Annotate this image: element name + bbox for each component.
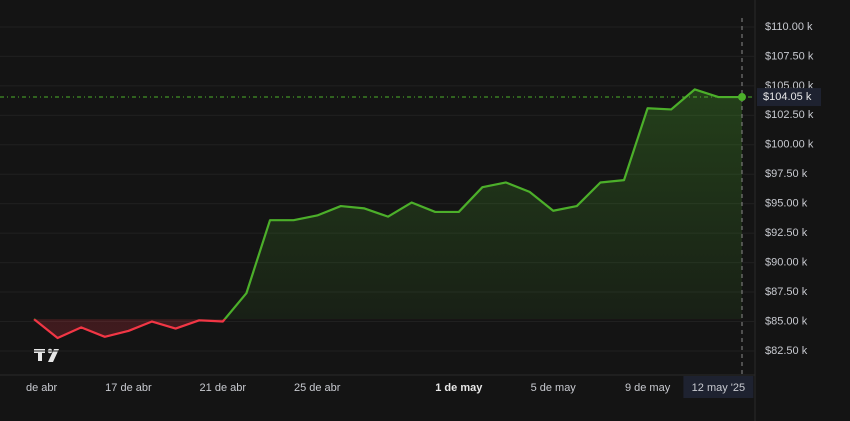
- y-tick-label: $82.50 k: [765, 345, 808, 357]
- x-tick-label: 17 de abr: [105, 382, 152, 394]
- last-price-label: $104.05 k: [763, 91, 812, 103]
- y-tick-label: $95.00 k: [765, 198, 808, 210]
- x-tick-label: de abr: [26, 382, 58, 394]
- last-price-box: [757, 88, 821, 107]
- area-up: [34, 89, 742, 320]
- x-tick-label: 25 de abr: [294, 382, 341, 394]
- line-up: [33, 88, 742, 320]
- y-tick-label: $107.50 k: [765, 50, 814, 62]
- y-tick-label: $87.50 k: [765, 286, 808, 298]
- x-tick-label: 9 de may: [625, 382, 671, 394]
- x-tick-label: 1 de may: [435, 382, 483, 394]
- crosshair-x-label-box: [683, 376, 754, 398]
- last-point: [738, 93, 746, 102]
- area-down: [34, 319, 225, 339]
- x-tick-label: 5 de may: [531, 382, 577, 394]
- y-tick-label: $110.00 k: [765, 21, 813, 33]
- x-tick-label: 12 may '25: [692, 382, 745, 394]
- x-tick-label: 21 de abr: [200, 382, 247, 394]
- y-tick-label: $90.00 k: [765, 257, 808, 269]
- y-tick-label: $85.00 k: [765, 315, 808, 327]
- line-down: [33, 319, 227, 340]
- y-tick-label: $100.00 k: [765, 139, 814, 151]
- y-tick-label: $102.50 k: [765, 109, 814, 121]
- y-tick-label: $97.50 k: [765, 168, 808, 180]
- y-tick-label: $92.50 k: [765, 227, 808, 239]
